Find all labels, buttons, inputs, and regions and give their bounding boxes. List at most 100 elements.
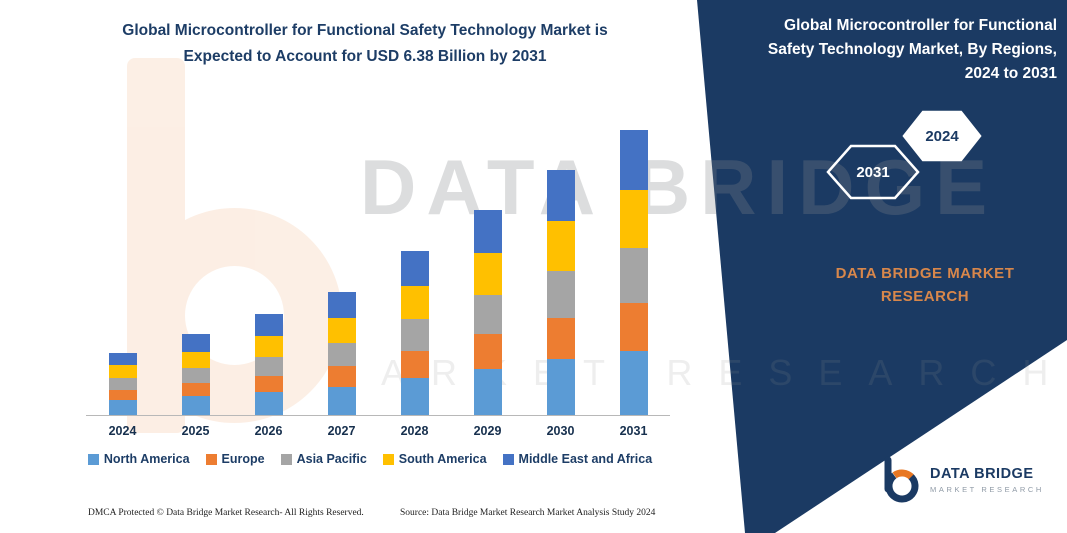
bar-2031 (619, 129, 648, 415)
legend-item-middle-east-and-africa: Middle East and Africa (502, 452, 653, 466)
bar-2031-segment-asia-pacific (619, 247, 648, 303)
legend-label-middle-east-and-africa: Middle East and Africa (518, 452, 653, 466)
legend-swatch-north-america (87, 453, 99, 465)
bar-2025 (181, 334, 210, 415)
legend-swatch-middle-east-and-africa (502, 453, 514, 465)
legend-item-europe: Europe (205, 452, 265, 466)
legend-swatch-south-america (382, 453, 394, 465)
x-label-2030: 2030 (546, 424, 575, 438)
bar-2031-segment-south-america (619, 189, 648, 248)
legend-swatch-asia-pacific (280, 453, 292, 465)
bar-2026 (254, 313, 283, 415)
panel-title-line3: 2024 to 2031 (964, 65, 1057, 82)
x-axis-labels: 2024 2025 2026 2027 2028 2029 2030 2031 (86, 424, 670, 438)
bar-2027-segment-europe (327, 366, 356, 387)
bar-2026-segment-north-america (254, 392, 283, 415)
bar-2024 (108, 353, 137, 415)
legend-swatch-europe (205, 453, 217, 465)
hexagon-2024-label: 2024 (925, 127, 959, 145)
watermark-data-bridge: DATA BRIDGE (360, 143, 998, 231)
watermark-market-research: MARKET RESEARCH (325, 352, 1067, 393)
panel-title-line2: Safety Technology Market, By Regions, (767, 41, 1057, 58)
bar-2029-segment-middle-east-and-africa (473, 209, 502, 254)
bar-2024-segment-europe (108, 389, 137, 401)
company-logo-text: DATA BRIDGE MARKET RESEARCH (930, 466, 1044, 494)
x-label-2025: 2025 (181, 424, 210, 438)
legend-item-north-america: North America (87, 452, 190, 466)
bar-2028-segment-north-america (400, 377, 429, 415)
bar-2031-segment-middle-east-and-africa (619, 129, 648, 190)
bar-2031-segment-north-america (619, 350, 648, 415)
x-label-2028: 2028 (400, 424, 429, 438)
bar-2029-segment-north-america (473, 368, 502, 415)
panel-title-line1: Global Microcontroller for Functional (784, 17, 1057, 34)
bar-2024-segment-south-america (108, 364, 137, 379)
panel-title: Global Microcontroller for Functional Sa… (720, 14, 1063, 86)
bar-2028-segment-asia-pacific (400, 319, 429, 351)
bar-2025-segment-middle-east-and-africa (181, 334, 210, 352)
bar-2025-segment-asia-pacific (181, 368, 210, 383)
orange-logo-watermark (95, 58, 345, 433)
bar-2024-segment-middle-east-and-africa (108, 353, 137, 365)
x-label-2029: 2029 (473, 424, 502, 438)
bar-2030-segment-north-america (546, 359, 575, 415)
bar-2030 (546, 169, 575, 415)
chart-legend: North America Europe Asia Pacific South Ame… (40, 452, 700, 466)
panel-brand-text: DATA BRIDGE MARKET RESEARCH (790, 262, 1060, 308)
legend-item-asia-pacific: Asia Pacific (280, 452, 367, 466)
bar-2025-segment-europe (181, 382, 210, 397)
x-label-2026: 2026 (254, 424, 283, 438)
bar-2031-segment-europe (619, 302, 648, 351)
legend-label-europe: Europe (221, 452, 265, 466)
bar-2025-segment-north-america (181, 396, 210, 415)
legend-item-south-america: South America (382, 452, 487, 466)
hexagon-2031-label: 2031 (856, 163, 890, 181)
source-notice: Source: Data Bridge Market Research Mark… (400, 508, 656, 518)
chart-title-line2: Expected to Account for USD 6.38 Billion… (183, 48, 547, 65)
bar-2024-segment-north-america (108, 400, 137, 415)
bar-2026-segment-south-america (254, 336, 283, 357)
x-label-2024: 2024 (108, 424, 137, 438)
panel-brand-line1: DATA BRIDGE MARKET (835, 265, 1015, 282)
legend-label-asia-pacific: Asia Pacific (296, 452, 367, 466)
company-logo-name: DATA BRIDGE (930, 466, 1034, 482)
hexagon-2031-shape (826, 144, 920, 200)
hexagon-2031: 2031 (826, 144, 920, 200)
x-label-2031: 2031 (619, 424, 648, 438)
bar-2030-segment-middle-east-and-africa (546, 169, 575, 222)
bar-2026-segment-middle-east-and-africa (254, 313, 283, 337)
bar-2029-segment-south-america (473, 253, 502, 295)
bar-2029-segment-europe (473, 334, 502, 369)
bar-2028 (400, 251, 429, 415)
bar-2024-segment-asia-pacific (108, 378, 137, 390)
bar-2030-segment-asia-pacific (546, 271, 575, 318)
company-logo-subtitle: MARKET RESEARCH (930, 485, 1044, 494)
hexagon-2024: 2024 (902, 110, 982, 162)
bar-2027-segment-north-america (327, 386, 356, 415)
bar-2026-segment-asia-pacific (254, 356, 283, 376)
legend-label-south-america: South America (398, 452, 487, 466)
hexagon-2024-shape (902, 110, 982, 162)
company-logo: DATA BRIDGE MARKET RESEARCH (878, 455, 1044, 505)
bar-2029-segment-asia-pacific (473, 294, 502, 335)
legend-label-north-america: North America (103, 452, 190, 466)
bar-2028-segment-middle-east-and-africa (400, 251, 429, 287)
bar-2026-segment-europe (254, 375, 283, 393)
bar-2027 (327, 291, 356, 415)
bar-2028-segment-south-america (400, 286, 429, 320)
bar-2030-segment-europe (546, 317, 575, 360)
dmca-notice: DMCA Protected © Data Bridge Market Rese… (88, 508, 364, 518)
chart-title: Global Microcontroller for Functional Sa… (60, 18, 670, 70)
bar-2028-segment-europe (400, 350, 429, 378)
x-label-2027: 2027 (327, 424, 356, 438)
chart-title-line1: Global Microcontroller for Functional Sa… (122, 22, 608, 39)
bar-2027-segment-middle-east-and-africa (327, 291, 356, 319)
data-bridge-logo-icon (884, 456, 919, 503)
plot-area (86, 120, 670, 416)
bar-2027-segment-south-america (327, 318, 356, 344)
panel-brand-line2: RESEARCH (880, 288, 970, 305)
bar-2025-segment-south-america (181, 351, 210, 369)
bar-2029 (473, 209, 502, 415)
bar-2027-segment-asia-pacific (327, 343, 356, 367)
